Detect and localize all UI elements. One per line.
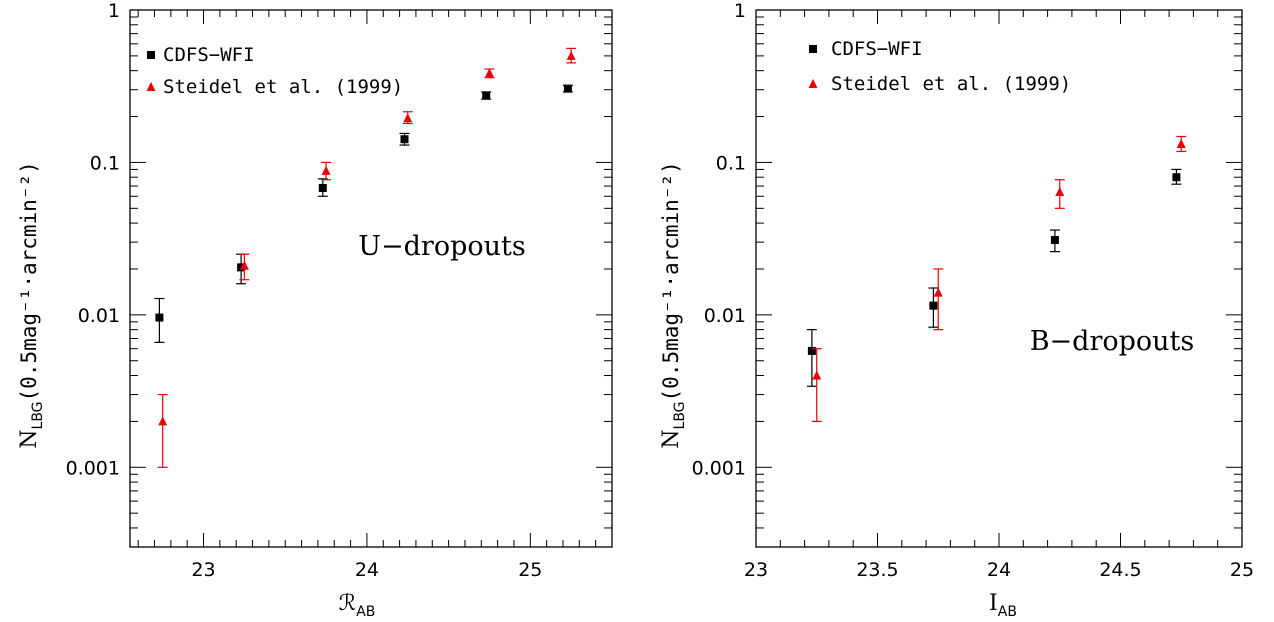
- y-axis-label-units: (0.5mag⁻¹·arcmin⁻²): [659, 161, 683, 401]
- data-point-triangle: [484, 68, 494, 78]
- plot-frame: [129, 9, 613, 548]
- y-axis-label-sub: LBG: [672, 401, 688, 429]
- legend-label: Steidel et al. (1999): [163, 76, 403, 98]
- x-tick-label: 25: [1230, 559, 1254, 581]
- data-point-triangle: [812, 370, 822, 380]
- data-point-triangle: [321, 165, 331, 175]
- panel-annotation: U−dropouts: [358, 231, 525, 262]
- panel-annotation: B−dropouts: [1030, 326, 1195, 357]
- y-tick-label: 0.01: [704, 305, 746, 327]
- x-tick-label: 24: [355, 559, 379, 581]
- legend-marker-triangle: [146, 82, 156, 91]
- y-axis-label-units: (0.5mag⁻¹·arcmin⁻²): [17, 161, 41, 401]
- y-tick-label: 0.01: [78, 305, 120, 327]
- data-point-square: [155, 313, 164, 322]
- y-axis-label-main: N: [659, 429, 684, 448]
- y-tick-label: 0.001: [692, 457, 746, 479]
- u-dropouts-panel: 23 24 25 0.001 0.01 0.1 1 U−dropouts ℛAB NLBG(0.5…: [17, 0, 613, 620]
- x-tick-label: 23: [191, 559, 215, 581]
- y-axis-label: NLBG(0.5mag⁻¹·arcmin⁻²): [659, 161, 688, 448]
- data-point-square: [929, 301, 938, 310]
- x-axis-label-main: I: [989, 591, 998, 616]
- y-tick-label: 0.1: [716, 152, 746, 174]
- y-axis-label: NLBG(0.5mag⁻¹·arcmin⁻²): [17, 161, 46, 448]
- legend-label: CDFS−WFI: [831, 38, 923, 60]
- b-dropouts-panel: 23 23.5 24 24.5 25 0.001 0.01 0.1 1 B−dropouts IAB…: [659, 0, 1254, 620]
- x-tick-label: 23: [744, 559, 768, 581]
- y-tick-label: 0.1: [90, 152, 120, 174]
- x-tick-label: 23.5: [856, 559, 898, 581]
- y-tick-label: 1: [734, 0, 746, 22]
- data-point-square: [482, 91, 491, 100]
- data-point-triangle: [158, 416, 168, 426]
- x-tick-label: 24: [987, 559, 1011, 581]
- legend-marker-square: [147, 51, 155, 59]
- y-axis-label-sub: LBG: [30, 401, 46, 429]
- x-axis-label-main: ℛ: [339, 591, 357, 616]
- legend-label: Steidel et al. (1999): [831, 73, 1071, 95]
- legend-marker-triangle: [808, 79, 818, 88]
- data-point-triangle: [1176, 139, 1186, 149]
- legend-marker-square: [809, 45, 817, 53]
- data-point-square: [563, 84, 572, 93]
- y-axis-label-main: N: [17, 429, 42, 448]
- x-axis-label-sub: AB: [356, 604, 375, 620]
- x-axis-label: IAB: [989, 591, 1017, 620]
- y-tick-label: 0.001: [66, 457, 120, 479]
- data-point-triangle: [403, 113, 413, 123]
- data-point-square: [1172, 173, 1181, 182]
- y-tick-label: 1: [108, 0, 120, 22]
- x-tick-label: 25: [518, 559, 542, 581]
- data-point-triangle: [933, 287, 943, 297]
- x-axis-label-sub: AB: [998, 604, 1017, 620]
- data-point-square: [318, 183, 327, 192]
- data-point-square: [1050, 235, 1059, 244]
- data-point-square: [807, 346, 816, 355]
- data-point-triangle: [239, 260, 249, 270]
- legend-label: CDFS−WFI: [163, 44, 255, 66]
- data-point-triangle: [1055, 186, 1065, 196]
- x-axis-label: ℛAB: [339, 591, 376, 620]
- data-point-square: [400, 135, 409, 144]
- x-tick-label: 24.5: [1099, 559, 1141, 581]
- data-point-triangle: [566, 50, 576, 60]
